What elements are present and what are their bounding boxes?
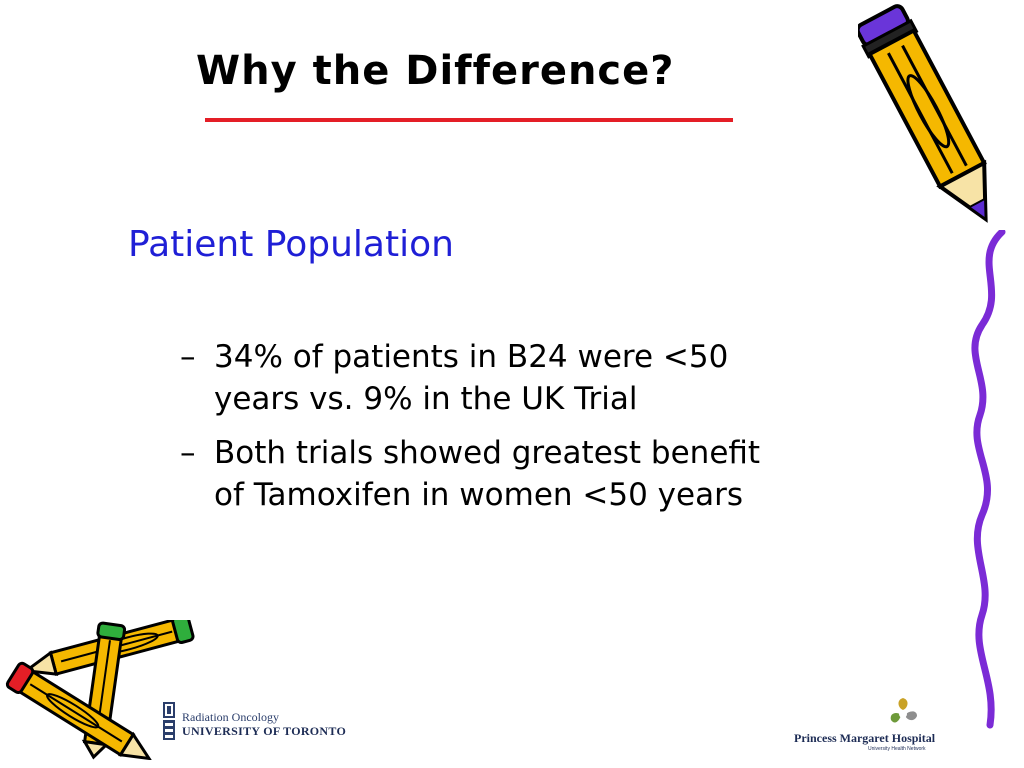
hospital-mark-icon [890, 698, 917, 723]
bullet-text-line: Both trials showed greatest benefit [214, 435, 761, 471]
bullet-item: – Both trials showed greatest benefit of… [178, 432, 938, 516]
bullet-marker: – [180, 435, 196, 471]
crest-icon [163, 702, 175, 740]
bullet-marker: – [180, 339, 196, 375]
bullet-text-line: 34% of patients in B24 were <50 [214, 339, 729, 375]
logo-network: University Health Network [868, 746, 926, 752]
university-of-toronto-logo: Radiation Oncology UNIVERSITY OF TORONTO [160, 700, 346, 744]
bullet-text-line: years vs. 9% in the UK Trial [214, 381, 638, 417]
pencils-icon [5, 620, 195, 760]
logo-department: Radiation Oncology [182, 710, 279, 724]
princess-margaret-hospital-logo: Princess Margaret Hospital University He… [790, 696, 935, 756]
pencil-icon [858, 4, 988, 223]
title-underline [205, 118, 733, 122]
bullet-item: – 34% of patients in B24 were <50 years … [178, 336, 938, 420]
squiggle-line-icon [971, 230, 1006, 729]
section-heading: Patient Population [128, 224, 454, 265]
logo-hospital-name: Princess Margaret Hospital [794, 731, 936, 745]
slide-title: Why the Difference? [196, 48, 675, 94]
bullet-list: – 34% of patients in B24 were <50 years … [178, 336, 938, 528]
logo-university: UNIVERSITY OF TORONTO [182, 724, 347, 738]
bullet-text-line: of Tamoxifen in women <50 years [214, 477, 743, 513]
